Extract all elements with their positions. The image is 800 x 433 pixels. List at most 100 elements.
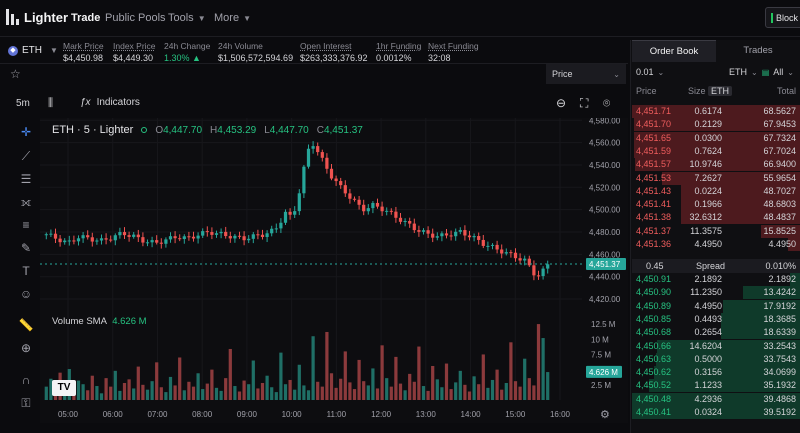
candle-body [182,236,186,240]
text-tool-icon[interactable]: T [22,264,30,278]
row-price: 4,450.63 [636,353,672,364]
ask-row[interactable]: 4,451.38 32.6312 48.4837 [632,211,800,225]
row-price: 4,451.53 [636,172,672,183]
candle-body [536,275,541,277]
row-total: 34.0699 [763,367,796,378]
brush-icon[interactable]: ✎ [20,241,32,255]
camera-icon[interactable]: ⌾ [603,96,611,110]
depth-bar [633,131,800,145]
brand-logo[interactable]: Lighter [6,9,68,25]
crosshair-icon[interactable]: ✛ [20,125,32,139]
price-tick-label: 4,540.00 [589,161,621,170]
ask-row[interactable]: 4,451.59 0.7624 67.7024 [632,144,800,158]
bid-row[interactable]: 4,450.63 0.5000 33.7543 [632,352,800,366]
close-value: 4,451.37 [323,124,363,136]
nav-trade[interactable]: Trade [71,12,101,24]
stat-index-price: Index Price $4,449.30 [113,41,156,63]
unit-value: ETH [729,67,748,77]
bid-row[interactable]: 4,450.91 2.1892 2.1892 [632,273,800,286]
unit-select[interactable]: ETH ⌄ [729,67,758,77]
nav-more[interactable]: More ▼ [214,12,251,24]
volume-bar [329,373,334,400]
filter-select[interactable]: All ⌄ [773,67,794,77]
ask-row[interactable]: 4,451.36 4.4950 4.4950 [632,238,800,251]
nav-tools[interactable]: Tools ▼ [168,12,206,24]
depth-bar [635,158,800,172]
ask-row[interactable]: 4,451.57 10.9746 66.9400 [632,158,800,172]
zoom-icon[interactable]: ⊖ [556,96,567,110]
volume-bar [214,387,219,400]
depth-bar [648,379,800,393]
candle-body [288,211,292,215]
close-label: C [316,124,324,136]
candle-body [302,166,306,194]
candle-body [366,208,370,212]
book-view-icon[interactable]: ▤ [761,67,770,77]
time-tick-label: 10:00 [282,410,303,419]
fib-icon[interactable]: ≡ [22,218,30,232]
price-chart[interactable]: 05:00 06:00 07:00 08:00 09:00 10:00 11:00 12:00… [40,118,628,423]
row-size: 4.4950 [694,300,722,311]
block-button[interactable]: Block [765,7,800,28]
bid-row[interactable]: 4,450.48 4.2936 39.4868 [632,392,800,406]
stat-open-interest: Open Interest $263,333,376.92 [300,41,368,63]
row-size: 0.7624 [694,145,722,156]
bid-row[interactable]: 4,450.66 14.6204 33.2543 [632,339,800,353]
bid-row[interactable]: 4,450.41 0.0324 39.5192 [632,406,800,419]
ask-row[interactable]: 4,451.41 0.1966 48.6803 [632,198,800,212]
gear-icon[interactable]: ⚙ [600,408,610,421]
indicators-button[interactable]: ƒx Indicators [80,97,140,108]
tab-trades[interactable]: Trades [743,45,773,56]
candle-body [58,238,62,243]
bid-row[interactable]: 4,450.90 11.2350 13.4242 [632,286,800,300]
ask-row[interactable]: 4,451.71 0.6174 68.5627 [632,105,800,118]
timeframe-select[interactable]: 5m [16,98,30,109]
pattern-icon[interactable]: ⟗ [20,195,32,209]
price-type-select[interactable]: Price ⌄ [546,64,626,84]
stat-24h-change: 24h Change 1.30% ▲ [164,41,210,63]
tab-order-book[interactable]: Order Book [632,40,716,62]
volume-bar [274,392,278,400]
ask-row[interactable]: 4,451.37 11.3575 15.8525 [632,224,800,238]
magnet-icon[interactable]: ∩ [21,373,31,387]
time-tick-label: 16:00 [550,410,571,419]
bid-row[interactable]: 4,450.68 0.2654 18.6339 [632,326,800,340]
nav-public-pools[interactable]: Public Pools [105,12,166,24]
candle-body [113,235,117,241]
market-selector[interactable]: ◆ ETH ▼ [8,45,58,56]
time-tick-label: 09:00 [237,410,258,419]
bid-row[interactable]: 4,450.52 1.1233 35.1932 [632,379,800,393]
time-tick-label: 11:00 [327,410,347,419]
row-price: 4,450.52 [636,380,672,391]
tick-size-select[interactable]: 0.01 ⌄ [636,67,664,77]
bid-row[interactable]: 4,450.85 0.4493 18.3685 [632,312,800,326]
tradingview-logo[interactable]: TV [52,380,76,396]
emoji-icon[interactable]: ☺ [19,287,33,301]
spread-row: 0.45 Spread 0.010% [632,259,800,273]
candle-body [518,258,522,261]
ask-row[interactable]: 4,451.70 0.2129 67.9453 [632,118,800,132]
candle-type-icon[interactable]: ⫼ [48,97,54,109]
volume-bar [283,384,288,400]
trendline-icon[interactable]: ⟋ [21,149,31,163]
price-tick-label: 4,500.00 [589,206,621,215]
volume-bar [164,392,168,400]
volume-bar [132,388,136,400]
bid-row[interactable]: 4,450.89 4.4950 17.9192 [632,299,800,313]
ruler-icon[interactable]: 📏 [18,318,34,332]
stat-label: 24h Change [164,41,211,51]
ask-row[interactable]: 4,451.53 7.2627 55.9654 [632,171,800,185]
lock-icon[interactable]: ⚿ [21,396,31,410]
candle-body [86,235,90,238]
volume-bar [233,386,237,400]
current-price-tag [586,257,626,270]
row-total: 18.6339 [763,327,796,338]
ask-row[interactable]: 4,451.43 0.0224 48.7027 [632,184,800,198]
horizontal-lines-icon[interactable]: ☰ [20,172,32,186]
fullscreen-icon[interactable]: ⛶ [580,96,589,110]
favorite-star-icon[interactable]: ☆ [10,67,21,81]
bid-row[interactable]: 4,450.62 0.3156 34.0699 [632,366,800,380]
candle-body [72,240,76,242]
ask-row[interactable]: 4,451.65 0.0300 67.7324 [632,131,800,145]
zoom-in-icon[interactable]: ⊕ [20,341,32,355]
